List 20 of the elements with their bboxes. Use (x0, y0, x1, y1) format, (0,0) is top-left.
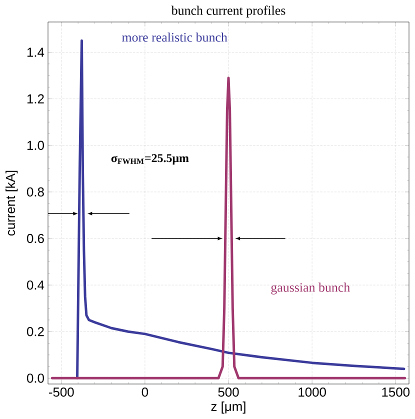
y-tick-label: 0.4 (26, 280, 44, 290)
y-tick-label: 0.8 (26, 187, 44, 197)
text: gaussian bunch (271, 282, 350, 294)
chart-title: bunch current profiles (171, 6, 286, 18)
y-axis-title: current [kA] (6, 170, 18, 236)
y-tick-label: 1.0 (27, 140, 44, 150)
x-tick-label: 1500 (382, 388, 410, 397)
y-tick-label: 1.2 (27, 94, 44, 104)
line-series (50, 76, 406, 380)
annotation: σ$_{FWHM}$=25.5μm (111, 154, 189, 165)
y-tick-label: 0.2 (26, 327, 44, 336)
x-tick-label: 1000 (298, 388, 326, 397)
x-tick-label: -500 (48, 388, 74, 397)
y-tick-label: 0.6 (26, 234, 44, 244)
x-tick-label: 0 (142, 388, 148, 397)
x-axis-title: z [μm] (211, 402, 246, 414)
y-tick-label: 0.0 (26, 374, 44, 383)
text: more realistic bunch (122, 32, 228, 42)
y-tick-label: 1.4 (27, 48, 44, 57)
x-tick-label: 500 (218, 388, 239, 397)
